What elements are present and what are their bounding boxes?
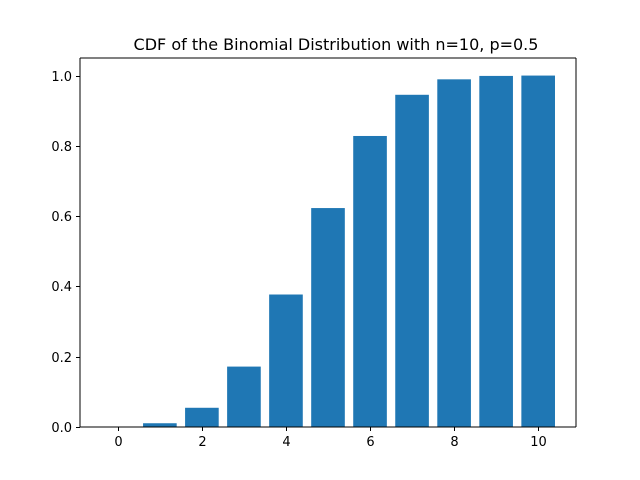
y-ticks-group: 0.0 0.2 0.4 0.6 0.8 1.0 [51,70,80,436]
x-tick-label-6: 6 [366,435,374,450]
bars-group [101,75,555,428]
bar-9 [479,75,513,428]
bar-3 [227,366,261,427]
x-tick-label-2: 2 [198,435,206,450]
bar-10 [521,75,555,427]
chart-title: CDF of the Binomial Distribution with n=… [134,35,539,54]
y-tick-label-0.6: 0.6 [51,210,72,225]
bar-6 [353,135,387,428]
bar-7 [395,94,429,427]
y-tick-label-0: 0.0 [51,421,72,436]
bar-2 [185,407,219,427]
x-tick-label-8: 8 [450,435,458,450]
bar-4 [269,294,303,427]
bar-1 [143,423,177,427]
axes-group [79,57,577,428]
y-tick-label-1: 1.0 [51,70,72,85]
x-tick-label-0: 0 [114,435,122,450]
x-tick-label-10: 10 [530,435,547,450]
y-tick-label-0.2: 0.2 [51,351,72,366]
y-tick-label-0.4: 0.4 [51,280,72,295]
bar-5 [311,208,345,427]
y-tick-label-0.8: 0.8 [51,140,72,155]
x-tick-label-4: 4 [282,435,290,450]
bar-8 [437,79,471,427]
x-ticks-group: 0 2 4 6 8 10 [114,427,547,450]
